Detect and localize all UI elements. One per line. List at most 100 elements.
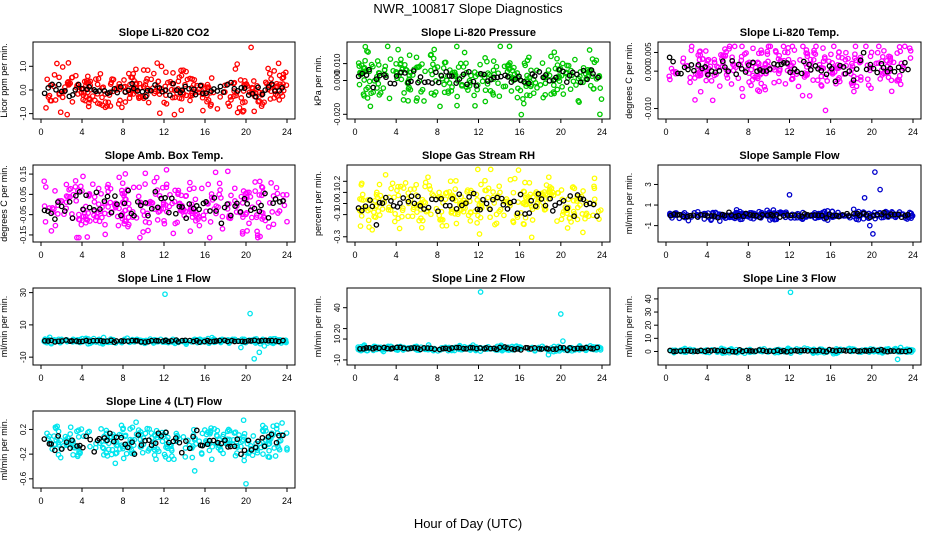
data-point — [178, 67, 184, 74]
data-point — [573, 82, 579, 88]
data-point-black — [719, 58, 726, 65]
data-point-black — [801, 347, 808, 354]
x-tick-label: 0 — [352, 373, 357, 383]
data-point — [413, 54, 420, 61]
data-point — [524, 195, 530, 202]
data-point — [215, 444, 222, 451]
data-point — [756, 208, 762, 215]
data-point-black — [273, 439, 280, 446]
data-point — [864, 76, 871, 83]
data-point — [265, 453, 272, 460]
data-point — [233, 92, 239, 99]
x-tick-label: 20 — [241, 496, 251, 506]
data-point — [382, 63, 389, 70]
data-point — [252, 188, 259, 194]
data-point-black — [131, 212, 137, 219]
data-point — [41, 178, 48, 185]
panel-5: Slope Gas Stream RH percent per min. 0 4 8 12… — [313, 150, 611, 260]
data-point — [230, 80, 237, 87]
data-point — [145, 227, 151, 234]
data-point — [94, 81, 101, 88]
data-point — [207, 219, 214, 225]
data-point — [370, 63, 376, 70]
data-point — [414, 209, 420, 215]
data-point — [501, 212, 507, 219]
x-tick-label: 12 — [159, 250, 169, 260]
data-point-black — [265, 337, 272, 344]
data-point — [452, 186, 459, 192]
data-point-black — [41, 207, 48, 214]
data-point — [879, 53, 886, 60]
data-point — [48, 228, 55, 234]
data-point — [277, 437, 284, 444]
data-point — [153, 456, 159, 463]
data-point — [441, 81, 447, 88]
data-point-black — [193, 427, 200, 434]
data-point-black — [142, 93, 149, 100]
data-point — [77, 449, 83, 456]
data-point-black — [429, 80, 436, 86]
data-point — [526, 54, 532, 61]
x-tick-label: 16 — [826, 250, 836, 260]
data-point — [888, 88, 895, 95]
data-point-black — [178, 449, 185, 456]
data-point-black — [255, 438, 261, 445]
data-point-black — [231, 443, 238, 450]
data-point — [145, 99, 152, 106]
data-point-black — [840, 64, 847, 70]
data-point — [241, 77, 248, 84]
x-tick-label: 8 — [120, 373, 125, 383]
data-point — [526, 179, 533, 186]
data-point — [400, 205, 406, 211]
data-point — [259, 427, 266, 434]
panel-title: Slope Line 4 (LT) Flow — [106, 396, 222, 408]
data-point — [510, 189, 517, 196]
data-point — [807, 56, 814, 63]
data-point-black — [196, 206, 202, 213]
data-point — [83, 80, 90, 86]
data-point-black — [449, 196, 456, 202]
data-point — [790, 59, 797, 66]
data-point — [386, 95, 393, 102]
data-point — [75, 216, 82, 223]
x-tick-label: 0 — [663, 127, 668, 137]
data-point-black — [490, 196, 496, 203]
data-point-black — [366, 66, 372, 73]
x-tick-label: 20 — [241, 250, 251, 260]
data-point — [495, 80, 501, 87]
data-point-black — [217, 83, 224, 90]
data-point-black — [52, 447, 58, 454]
data-point — [84, 234, 91, 240]
data-point — [250, 78, 257, 84]
data-point — [454, 211, 461, 218]
data-point — [738, 213, 745, 219]
x-tick-label: 20 — [867, 373, 877, 383]
panel-10: Slope Line 4 (LT) Flow ml/min per min. 0 4 8… — [0, 396, 296, 506]
data-point — [739, 85, 745, 92]
data-point — [143, 78, 149, 85]
data-point — [239, 99, 246, 106]
data-point — [212, 169, 219, 176]
data-point — [161, 217, 167, 224]
data-point — [555, 190, 562, 196]
data-point — [42, 184, 49, 190]
data-point — [554, 55, 560, 62]
data-point — [708, 77, 715, 84]
data-point — [387, 56, 394, 62]
data-point — [43, 105, 49, 111]
data-point-black — [788, 212, 794, 219]
data-point-black — [517, 191, 524, 198]
data-point — [437, 216, 443, 223]
data-point-black — [363, 72, 370, 78]
data-point — [256, 98, 263, 104]
data-point-black — [705, 347, 711, 354]
data-point — [520, 220, 527, 227]
y-axis-label: degrees C per min. — [0, 165, 9, 242]
x-tick-label: 12 — [473, 250, 483, 260]
data-point — [117, 97, 123, 104]
data-point — [445, 90, 452, 96]
x-tick-label: 0 — [38, 127, 43, 137]
data-point-black — [891, 68, 898, 75]
data-point — [419, 196, 426, 203]
data-point-black — [895, 211, 902, 218]
